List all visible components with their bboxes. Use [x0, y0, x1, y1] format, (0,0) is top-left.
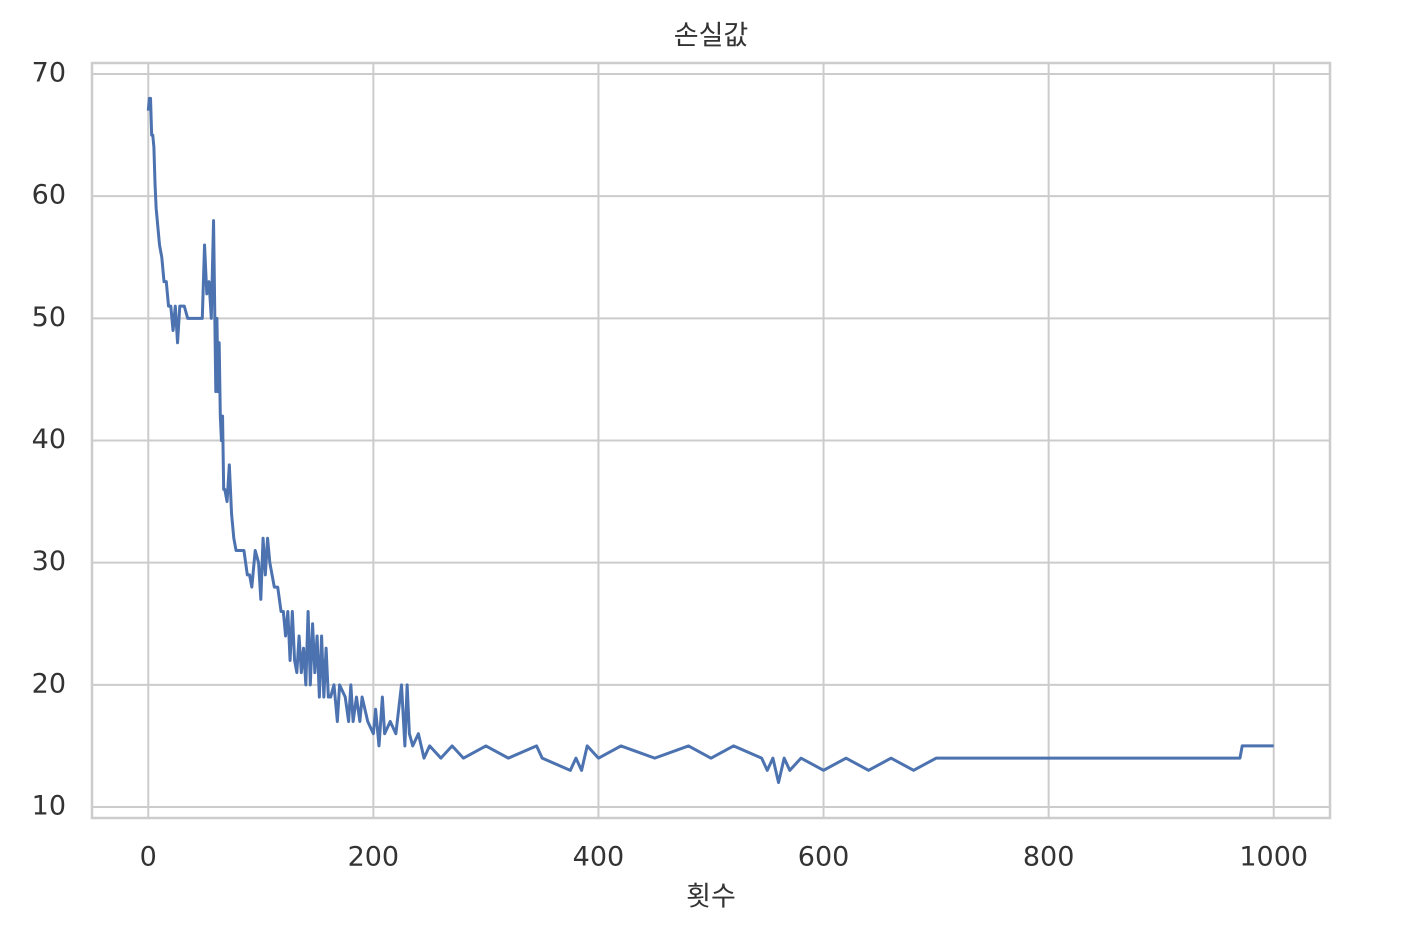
- x-tick-label: 600: [798, 842, 850, 873]
- x-axis-label: 횟수: [686, 882, 736, 913]
- x-tick-label: 1000: [1239, 842, 1308, 873]
- y-tick-label: 40: [32, 424, 66, 455]
- plot-frame: [90, 61, 1332, 820]
- chart-title: 손실값: [674, 21, 749, 52]
- y-tick-label: 30: [32, 546, 66, 577]
- y-tick-label: 50: [32, 302, 66, 333]
- line-series: [146, 96, 1274, 785]
- y-tick-label: 70: [32, 57, 66, 88]
- y-tick-label: 60: [32, 180, 66, 211]
- x-tick-label: 400: [573, 842, 625, 873]
- x-tick-label: 200: [348, 842, 400, 873]
- y-tick-label: 10: [32, 791, 66, 822]
- x-tick-label: 800: [1023, 842, 1075, 873]
- y-tick-label: 20: [32, 668, 66, 699]
- x-tick-label: 0: [140, 842, 157, 873]
